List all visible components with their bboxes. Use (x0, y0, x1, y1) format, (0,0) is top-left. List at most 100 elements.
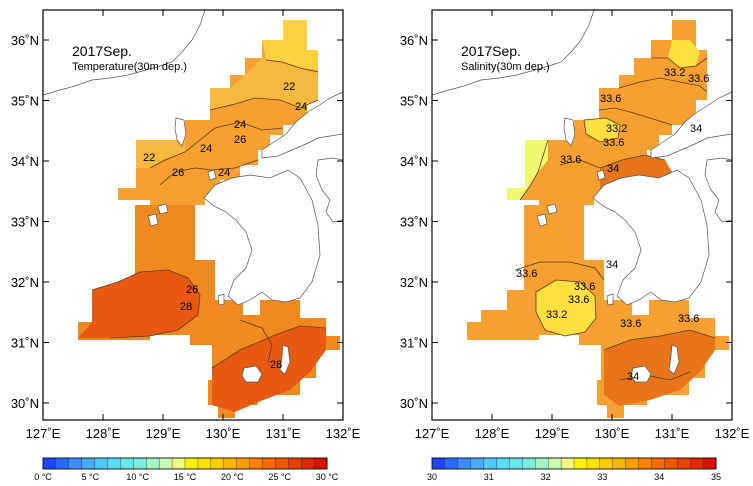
tsushima-island (174, 117, 187, 147)
colorbar-cell (42, 457, 57, 470)
kyushu-coast (203, 169, 321, 306)
tanegashima-island (668, 344, 680, 375)
salinity-land (431, 9, 733, 383)
colorbar-frame (42, 457, 328, 470)
colorbar-cell (133, 457, 147, 470)
temperature-lon-label: 131˚E (266, 426, 301, 441)
contour-label: 33.6 (620, 318, 641, 330)
salinity-contour-labels: 33.2 33.6 33.6 33.2 33.6 34 33.6 34 33.6… (516, 67, 709, 383)
contour-label: 26 (172, 167, 184, 179)
yakushima-island (241, 365, 263, 383)
shikoku-coast (704, 157, 733, 223)
salinity-lon-label: 128˚E (475, 426, 510, 441)
temperature-lat-label: 33˚N (11, 215, 39, 230)
goto-islands (536, 203, 558, 227)
salinity-lat-label: 32˚N (400, 275, 428, 290)
colorbar-cell (81, 457, 96, 470)
temperature-colorbar-labels: 0 °C 5 °C 10 °C 15 °C 20 °C 25 °C 30 °C (34, 472, 339, 482)
contour-label: 33.6 (560, 154, 581, 166)
goto-islands (147, 203, 169, 227)
korea-coast (42, 9, 206, 96)
salinity-field-base (507, 20, 707, 215)
contour-label: 33.6 (574, 281, 595, 293)
temperature-title: 2017Sep. (72, 43, 132, 59)
salinity-lat-label: 34˚N (400, 154, 428, 169)
colorbar-tick-label: 15 °C (174, 472, 197, 482)
contour-label: 34 (690, 123, 702, 135)
korea-coast (431, 9, 595, 96)
contour-label: 34 (607, 163, 619, 175)
salinity-high-region-2 (604, 330, 715, 406)
temperature-lon-label: 132˚E (326, 426, 361, 441)
salinity-low-region-4 (668, 40, 700, 68)
temperature-lon-label: 128˚E (86, 426, 121, 441)
colorbar-cell (586, 457, 601, 470)
shikoku-coast (315, 157, 344, 223)
salinity-subtitle: Salinity(30m dep.) (461, 61, 550, 73)
salinity-lat-label: 31˚N (400, 336, 428, 351)
colorbar-cell (262, 457, 276, 470)
colorbar-cell (664, 457, 678, 470)
contour-label: 24 (234, 119, 246, 131)
colorbar-cell (158, 457, 173, 470)
salinity-low-region (536, 280, 596, 336)
contour-label: 26 (186, 284, 198, 296)
contour-label: 33.6 (516, 268, 537, 280)
iki-island (596, 169, 606, 181)
colorbar-cell (236, 457, 251, 470)
colorbar-cell (612, 457, 627, 470)
colorbar-tick-label: 0 °C (34, 472, 52, 482)
contour-label: 28 (270, 359, 282, 371)
contour-label: 24 (200, 143, 212, 155)
contour-label: 33.6 (603, 137, 624, 149)
contour-label: 33.6 (600, 93, 621, 105)
temperature-cool-region (262, 20, 318, 70)
yakushima-island (630, 365, 652, 383)
temperature-map-panel: 127˚E 128˚E 129˚E 130˚E 131˚E 132˚E 36˚N35˚N3… (11, 9, 361, 482)
temperature-land (42, 9, 344, 383)
colorbar-cell (496, 457, 510, 470)
salinity-low-region-3 (584, 118, 620, 142)
colorbar-cell (651, 457, 665, 470)
colorbar-tick-label: 30 (427, 472, 437, 482)
colorbar-cell (146, 457, 160, 470)
colorbar-cell (94, 457, 109, 470)
iki-island (207, 169, 217, 181)
temperature-longitude-labels: 127˚E 128˚E 129˚E 130˚E 131˚E 132˚E (26, 426, 361, 441)
colorbar-tick-label: 10 °C (126, 472, 149, 482)
colorbar-cell (573, 457, 588, 470)
temperature-map-frame (42, 9, 344, 421)
colorbar-cell (55, 457, 70, 470)
colorbar-cell (599, 457, 614, 470)
colorbar-frame (431, 457, 717, 470)
salinity-lat-label: 30˚N (400, 396, 428, 411)
colorbar-cell (68, 457, 83, 470)
colorbar-cell (107, 457, 121, 470)
contour-label: 22 (143, 152, 155, 164)
colorbar-cell (431, 457, 446, 470)
colorbar-tick-label: 35 (711, 472, 721, 482)
temperature-warm-region-2 (212, 326, 326, 412)
temperature-lon-label: 130˚E (206, 426, 241, 441)
colorbar-tick-label: 20 °C (221, 472, 244, 482)
colorbar-cell (689, 457, 704, 470)
salinity-latitude-labels: 36˚N 35˚N 34˚N 33˚N 32˚N 31˚N 30˚N (400, 33, 428, 411)
honshu-coast (261, 91, 344, 159)
contour-label: 34 (627, 371, 639, 383)
contour-label: 33.6 (688, 73, 709, 85)
salinity-lon-label: 127˚E (415, 426, 450, 441)
colorbar-cell (560, 457, 575, 470)
colorbar-cell (313, 457, 328, 470)
salinity-colorbar (431, 457, 717, 470)
salinity-lon-label: 131˚E (655, 426, 690, 441)
temperature-lat-label: 32˚N (11, 275, 39, 290)
salinity-low-region-2 (507, 140, 548, 200)
colorbar-tick-label: 32 (541, 472, 551, 482)
temperature-subtitle: Temperature(30m dep.) (72, 61, 187, 73)
contour-label: 26 (234, 134, 246, 146)
salinity-lon-label: 130˚E (595, 426, 630, 441)
salinity-colorbar-labels: 30 31 32 33 34 35 (427, 472, 721, 482)
temperature-contour-labels: 22 24 24 26 22 24 26 24 26 28 28 (143, 81, 307, 371)
